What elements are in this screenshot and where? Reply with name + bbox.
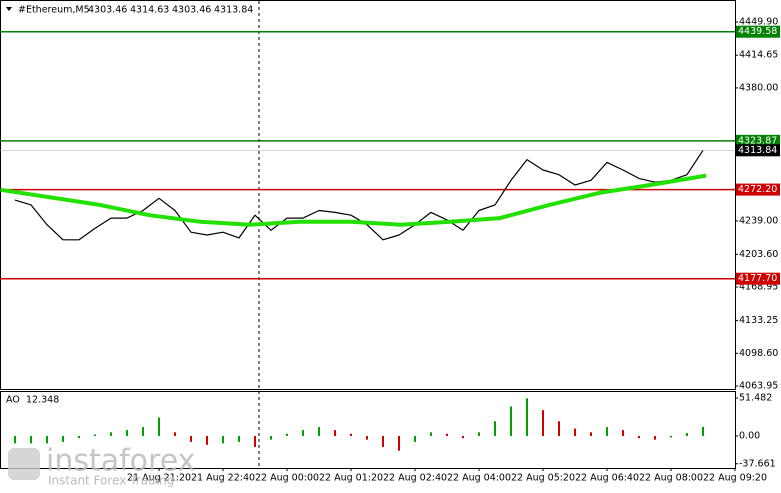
ao-tick-label: 0.00 <box>739 430 760 441</box>
ao-bar <box>94 434 97 436</box>
ao-bar <box>542 410 545 436</box>
ao-bar <box>222 435 225 444</box>
ao-bar <box>270 435 273 440</box>
ao-label: AO <box>6 395 20 406</box>
moving-average <box>0 173 707 227</box>
x-tick-label: 22 Aug 05:20 <box>511 473 575 484</box>
ao-bar <box>334 430 337 436</box>
y-tick-label: 4168.95 <box>739 281 778 292</box>
ohlc-high: 4314.63 <box>130 5 169 16</box>
y-tick-label: 4380.00 <box>739 82 778 93</box>
ao-bar <box>126 430 129 436</box>
ao-bar <box>430 432 433 436</box>
x-tick-label: 22 Aug 02:40 <box>383 473 447 484</box>
ao-panel <box>0 391 736 469</box>
x-tick-label: 21 Aug 22:40 <box>191 473 255 484</box>
x-tick-label: 21 Aug 21:20 <box>127 473 191 484</box>
ao-bar <box>574 428 577 436</box>
level-label: 4177.70 <box>738 273 777 284</box>
y-tick-label: 4098.60 <box>739 348 778 359</box>
ao-bar <box>478 432 481 436</box>
ao-bar <box>414 435 417 442</box>
ao-bar <box>78 435 81 439</box>
x-tick-label: 22 Aug 06:40 <box>575 473 639 484</box>
ao-bar <box>62 435 65 442</box>
ao-bar <box>702 426 705 436</box>
ao-bar <box>174 432 177 436</box>
level-tag <box>736 272 780 285</box>
ao-bar <box>526 398 529 436</box>
ao-bar <box>254 435 257 448</box>
ao-bar <box>366 435 369 440</box>
level-label: 4323.87 <box>738 135 777 146</box>
y-tick-label: 4239.00 <box>739 215 778 226</box>
x-tick-label: 22 Aug 09:20 <box>703 473 767 484</box>
ao-bar <box>318 427 321 436</box>
ao-bar <box>462 435 465 439</box>
level-tag <box>736 134 780 147</box>
ohlc-close: 4313.84 <box>214 5 253 16</box>
y-tick-label: 4133.25 <box>739 315 778 326</box>
ao-tick-label: 51.482 <box>739 392 772 403</box>
level-label: 4439.58 <box>738 26 777 37</box>
ao-bar <box>606 427 609 436</box>
ao-bar <box>286 433 289 436</box>
ao-bar <box>654 435 657 440</box>
ao-bar <box>558 421 561 436</box>
level-label: 4272.20 <box>738 184 777 195</box>
ao-bar <box>14 435 17 444</box>
layer: 4449.90 4414.65 4380.00 4239.00 4203.60 4168.… <box>0 16 780 488</box>
ao-bar <box>350 433 353 436</box>
x-tick-label: 22 Aug 08:00 <box>639 473 703 484</box>
ao-bar <box>494 421 497 436</box>
watermark-brand: instaforex <box>46 444 195 479</box>
ohlc-open: 4303.46 <box>88 5 127 16</box>
current-price-label: 4313.84 <box>738 145 777 156</box>
ao-bar <box>398 435 401 451</box>
main-panel <box>0 0 736 390</box>
ohlc-low: 4303.46 <box>172 5 211 16</box>
x-tick-label: 22 Aug 00:00 <box>255 473 319 484</box>
ao-bar <box>302 430 305 436</box>
menu-icon <box>6 7 12 11</box>
ao-bar <box>590 432 593 436</box>
x-tick-label: 22 Aug 04:00 <box>447 473 511 484</box>
ao-bar <box>686 433 689 436</box>
level-tag <box>736 183 780 196</box>
price-tag <box>736 144 780 157</box>
logo-mark <box>8 448 40 480</box>
ao-bar <box>510 406 513 436</box>
ao-bar <box>190 435 193 442</box>
ao-bar <box>158 417 161 436</box>
y-tick-label: 4063.95 <box>739 380 778 391</box>
ao-bar <box>638 435 641 439</box>
ao-bar <box>382 435 385 448</box>
price-line <box>14 149 704 241</box>
ao-bar <box>670 435 673 438</box>
ao-tick-label: -37.661 <box>739 458 776 469</box>
ao-bar <box>142 427 145 436</box>
ao-bar <box>238 435 241 442</box>
ao-bar <box>30 435 33 444</box>
y-tick-label: 4414.65 <box>739 50 778 61</box>
ao-value: 12.348 <box>26 395 59 406</box>
y-tick-label: 4449.90 <box>739 16 778 27</box>
watermark-tagline: Instant Forex Trading <box>48 474 174 488</box>
x-tick-label: 22 Aug 01:20 <box>319 473 383 484</box>
ao-bar <box>206 435 209 445</box>
ao-bar <box>110 432 113 436</box>
ao-bar <box>622 430 625 436</box>
symbol: #Ethereum,M5 <box>18 5 90 16</box>
ao-bar <box>46 435 49 444</box>
y-tick-label: 4203.60 <box>739 249 778 260</box>
ao-bar <box>446 433 449 436</box>
level-tag <box>736 25 780 38</box>
